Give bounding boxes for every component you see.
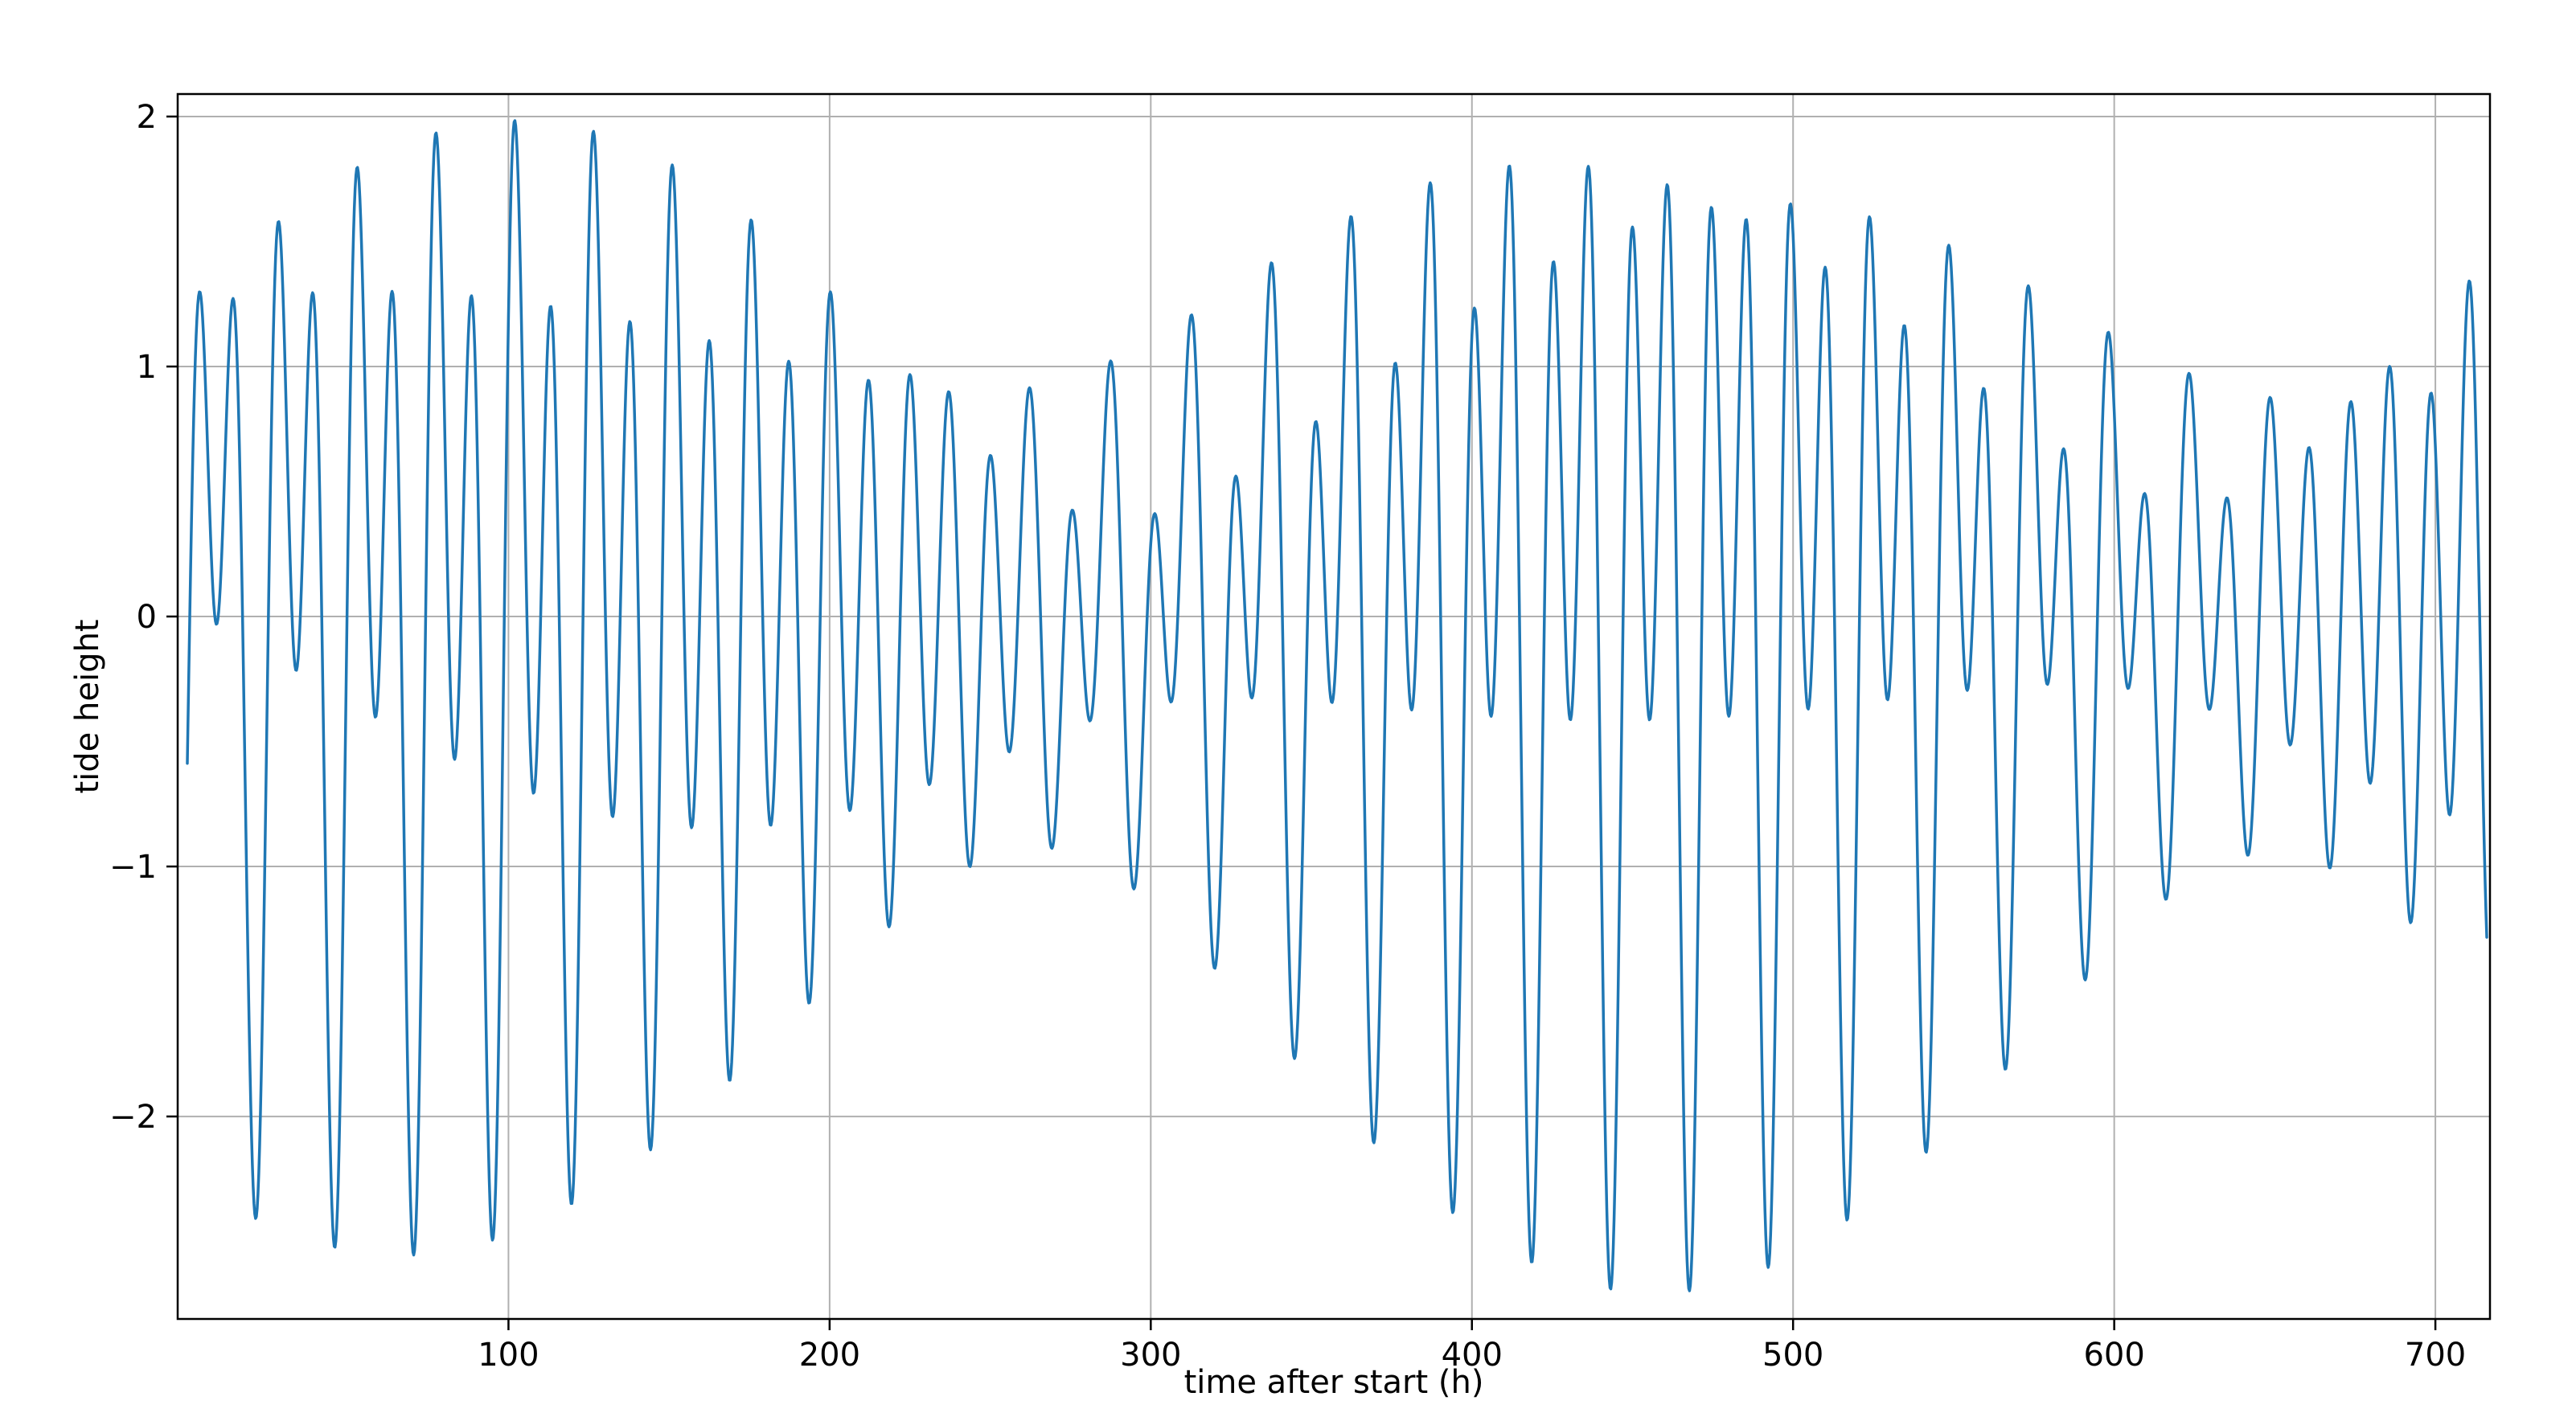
tide-line-group — [186, 119, 2488, 1292]
x-tick-label: 700 — [2405, 1337, 2466, 1374]
x-tick-label: 500 — [1762, 1337, 1823, 1374]
y-tick-label: −1 — [109, 849, 157, 886]
plot-frame — [176, 92, 2492, 1321]
tide-height-line — [186, 119, 2488, 1292]
x-tick-label: 100 — [478, 1337, 539, 1374]
y-tick-label: 0 — [137, 599, 157, 636]
gridlines — [178, 94, 2490, 1319]
x-axis-label: time after start (h) — [1184, 1364, 1484, 1401]
x-tick-label: 600 — [2083, 1337, 2144, 1374]
y-axis-label: tide height — [69, 619, 106, 793]
y-tick-label: −2 — [109, 1099, 157, 1136]
x-tick-label: 200 — [799, 1337, 860, 1374]
x-tick-label: 400 — [1442, 1337, 1503, 1374]
x-tick-label: 300 — [1120, 1337, 1181, 1374]
tick-marks — [166, 115, 2437, 1330]
y-tick-label: 2 — [137, 99, 157, 136]
tick-labels: 100 200 300 400 500 600 700 −2 −1 0 1 2 — [109, 99, 2466, 1374]
y-tick-label: 1 — [137, 349, 157, 386]
